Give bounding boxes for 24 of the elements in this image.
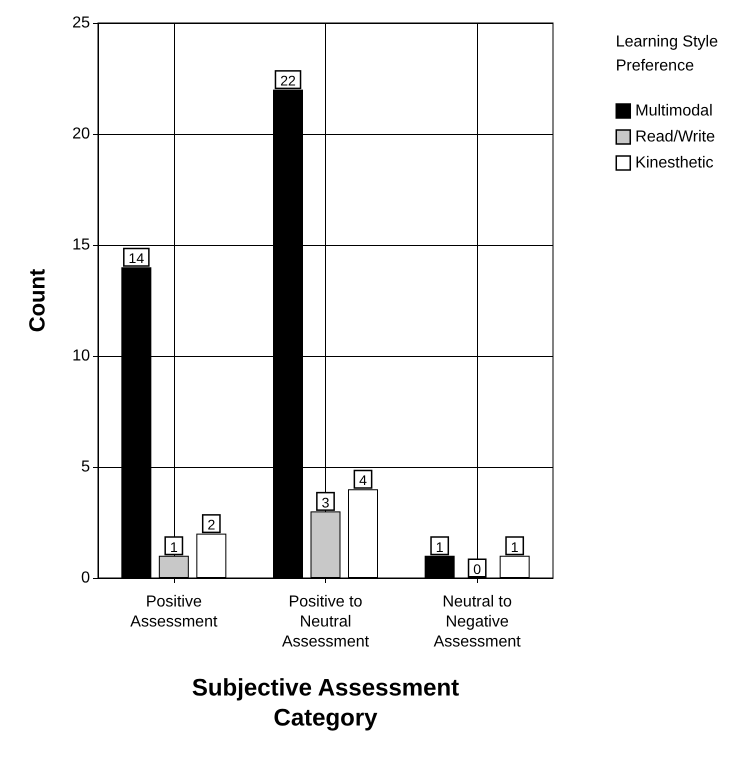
y-tick-label: 10 xyxy=(72,348,90,364)
data-label: 2 xyxy=(207,516,216,533)
y-axis-title: Count xyxy=(24,268,50,332)
data-label: 22 xyxy=(280,72,296,89)
legend-title: Learning Style Preference xyxy=(616,34,718,74)
y-tick-label: 25 xyxy=(72,14,90,32)
legend-label: Read/Write xyxy=(635,128,716,146)
data-label: 1 xyxy=(510,538,519,555)
legend-label: Kinesthetic xyxy=(635,154,714,172)
data-label: 4 xyxy=(359,472,368,488)
data-label: 3 xyxy=(322,494,330,510)
x-axis-title: Subjective Assessment Category xyxy=(192,674,460,732)
y-tick-label: 15 xyxy=(72,236,90,254)
y-tick-label: 20 xyxy=(72,126,90,142)
data-label: 1 xyxy=(436,538,444,555)
x-tick-label: Neutral to Negative Assessment xyxy=(434,594,522,650)
y-tick-label: 5 xyxy=(81,458,90,476)
x-tick-label: Positive Assessment xyxy=(130,594,218,630)
legend-label: Multimodal xyxy=(635,102,713,120)
y-tick-label: 0 xyxy=(81,570,90,586)
data-label: 0 xyxy=(473,561,482,577)
data-label: 1 xyxy=(170,538,178,555)
data-label: 14 xyxy=(128,250,144,266)
x-tick-label: Positive to Neutral Assessment xyxy=(282,594,370,650)
